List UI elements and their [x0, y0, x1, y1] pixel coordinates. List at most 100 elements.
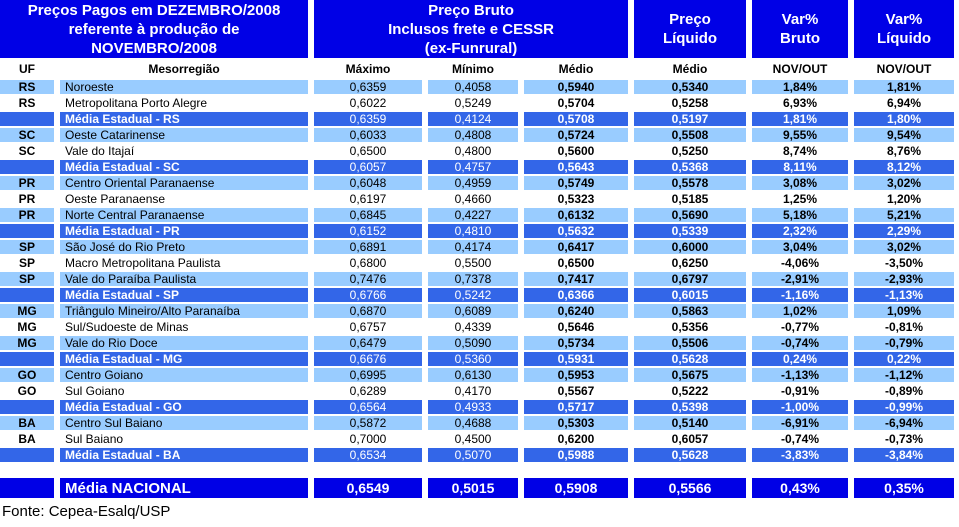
cell-medio: 0,6417	[524, 240, 629, 254]
cell-liquido: 0,5578	[634, 176, 747, 190]
cell-uf: GO	[0, 368, 54, 382]
cell-liquido: 0,5339	[634, 224, 747, 238]
cell-minimo: 0,4227	[428, 208, 519, 222]
cell-var-liquido: 8,76%	[854, 144, 955, 158]
cell-uf	[0, 288, 54, 302]
cell-var-liquido: 5,21%	[854, 208, 955, 222]
cell-minimo: 0,5242	[428, 288, 519, 302]
cell-mesorregiao: São José do Rio Preto	[60, 240, 309, 254]
table-row: Média Estadual - GO 0,6564 0,4933 0,5717…	[0, 400, 955, 414]
cell-minimo: 0,5090	[428, 336, 519, 350]
cell-mesorregiao: Média Estadual - PR	[60, 224, 309, 238]
national-label: Média NACIONAL	[60, 478, 309, 498]
cell-var-liquido: 9,54%	[854, 128, 955, 142]
cell-var-bruto: 1,25%	[752, 192, 849, 206]
cell-uf: SP	[0, 240, 54, 254]
national-liquido: 0,5566	[634, 478, 747, 498]
cell-maximo: 0,6057	[314, 160, 423, 174]
table-title: Preços Pagos em DEZEMBRO/2008 referente …	[0, 0, 309, 58]
cell-mesorregiao: Vale do Rio Doce	[60, 336, 309, 350]
cell-uf	[0, 160, 54, 174]
cell-var-bruto: 1,84%	[752, 80, 849, 94]
cell-uf	[0, 224, 54, 238]
cell-uf	[0, 112, 54, 126]
cell-uf: RS	[0, 80, 54, 94]
column-header-novout-liquido: NOV/OUT	[854, 60, 955, 78]
cell-mesorregiao: Oeste Catarinense	[60, 128, 309, 142]
column-header-maximo: Máximo	[314, 60, 423, 78]
cell-mesorregiao: Metropolitana Porto Alegre	[60, 96, 309, 110]
cell-var-liquido: 8,12%	[854, 160, 955, 174]
cell-mesorregiao: Média Estadual - MG	[60, 352, 309, 366]
cell-liquido: 0,5250	[634, 144, 747, 158]
cell-uf: MG	[0, 304, 54, 318]
cell-mesorregiao: Centro Sul Baiano	[60, 416, 309, 430]
cell-medio: 0,5940	[524, 80, 629, 94]
cell-minimo: 0,4170	[428, 384, 519, 398]
cell-maximo: 0,6845	[314, 208, 423, 222]
table-header-row: Preços Pagos em DEZEMBRO/2008 referente …	[0, 0, 955, 58]
cell-maximo: 0,6048	[314, 176, 423, 190]
cell-uf	[0, 400, 54, 414]
cell-var-liquido: 3,02%	[854, 176, 955, 190]
cell-maximo: 0,7000	[314, 432, 423, 446]
cell-var-bruto: 5,18%	[752, 208, 849, 222]
spacer-row	[0, 464, 954, 476]
cell-liquido: 0,5185	[634, 192, 747, 206]
cell-medio: 0,5717	[524, 400, 629, 414]
cell-var-bruto: -2,91%	[752, 272, 849, 286]
cell-var-liquido: -6,94%	[854, 416, 955, 430]
cell-var-bruto: 1,02%	[752, 304, 849, 318]
national-var-liquido: 0,35%	[854, 478, 955, 498]
cell-medio: 0,5646	[524, 320, 629, 334]
table-row: Média Estadual - RS 0,6359 0,4124 0,5708…	[0, 112, 955, 126]
cell-maximo: 0,6757	[314, 320, 423, 334]
table-row: SC Vale do Itajaí 0,6500 0,4800 0,5600 0…	[0, 144, 955, 158]
cell-mesorregiao: Centro Goiano	[60, 368, 309, 382]
cell-uf: RS	[0, 96, 54, 110]
cell-var-bruto: 6,93%	[752, 96, 849, 110]
cell-medio: 0,7417	[524, 272, 629, 286]
cell-minimo: 0,7378	[428, 272, 519, 286]
cell-maximo: 0,6995	[314, 368, 423, 382]
table-row: Média Estadual - BA 0,6534 0,5070 0,5988…	[0, 448, 955, 462]
table-row: GO Centro Goiano 0,6995 0,6130 0,5953 0,…	[0, 368, 955, 382]
cell-liquido: 0,5140	[634, 416, 747, 430]
cell-minimo: 0,5360	[428, 352, 519, 366]
cell-uf: MG	[0, 336, 54, 350]
cell-var-bruto: 8,74%	[752, 144, 849, 158]
table-row: BA Sul Baiano 0,7000 0,4500 0,6200 0,605…	[0, 432, 955, 446]
cell-var-bruto: 3,04%	[752, 240, 849, 254]
cell-medio: 0,6200	[524, 432, 629, 446]
cell-minimo: 0,4339	[428, 320, 519, 334]
table-body: RS Noroeste 0,6359 0,4058 0,5940 0,5340 …	[0, 80, 955, 462]
cell-mesorregiao: Sul Goiano	[60, 384, 309, 398]
table-row: BA Centro Sul Baiano 0,5872 0,4688 0,530…	[0, 416, 955, 430]
group-header-preco-liquido: Preço Líquido	[634, 0, 747, 58]
cell-mesorregiao: Noroeste	[60, 80, 309, 94]
national-maximo: 0,6549	[314, 478, 423, 498]
cell-uf: BA	[0, 432, 54, 446]
cell-var-bruto: -0,77%	[752, 320, 849, 334]
group-header-var-bruto: Var% Bruto	[752, 0, 849, 58]
cell-minimo: 0,4124	[428, 112, 519, 126]
cell-maximo: 0,6197	[314, 192, 423, 206]
cell-var-bruto: 1,81%	[752, 112, 849, 126]
cell-var-liquido: -0,79%	[854, 336, 955, 350]
cell-mesorregiao: Média Estadual - BA	[60, 448, 309, 462]
cell-mesorregiao: Oeste Paranaense	[60, 192, 309, 206]
cell-medio: 0,6132	[524, 208, 629, 222]
cell-liquido: 0,5690	[634, 208, 747, 222]
cell-liquido: 0,5398	[634, 400, 747, 414]
cell-medio: 0,5724	[524, 128, 629, 142]
cell-var-liquido: 2,29%	[854, 224, 955, 238]
national-var-bruto: 0,43%	[752, 478, 849, 498]
cell-var-bruto: -1,16%	[752, 288, 849, 302]
cell-var-liquido: 1,80%	[854, 112, 955, 126]
cell-var-bruto: 0,24%	[752, 352, 849, 366]
cell-maximo: 0,6289	[314, 384, 423, 398]
cell-minimo: 0,4933	[428, 400, 519, 414]
table-row: SP São José do Rio Preto 0,6891 0,4174 0…	[0, 240, 955, 254]
cell-medio: 0,5749	[524, 176, 629, 190]
table-row: MG Sul/Sudoeste de Minas 0,6757 0,4339 0…	[0, 320, 955, 334]
